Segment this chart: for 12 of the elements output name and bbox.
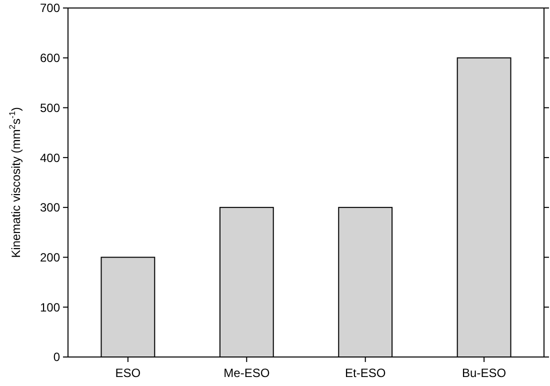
y-tick-label: 300 [40,200,60,215]
x-tick-label: Bu-ESO [462,366,506,380]
y-tick-label: 400 [40,150,60,165]
y-tick-label: 100 [40,300,60,314]
x-tick-label: Me-ESO [224,366,270,380]
y-tick-label: 700 [40,1,60,16]
y-tick-label: 200 [40,250,60,264]
y-tick-label: 0 [53,350,60,364]
x-tick-label: Et-ESO [345,366,386,380]
y-tick-label: 600 [40,51,60,66]
y-tick-label: 500 [40,100,60,115]
x-tick-label: ESO [115,366,141,380]
